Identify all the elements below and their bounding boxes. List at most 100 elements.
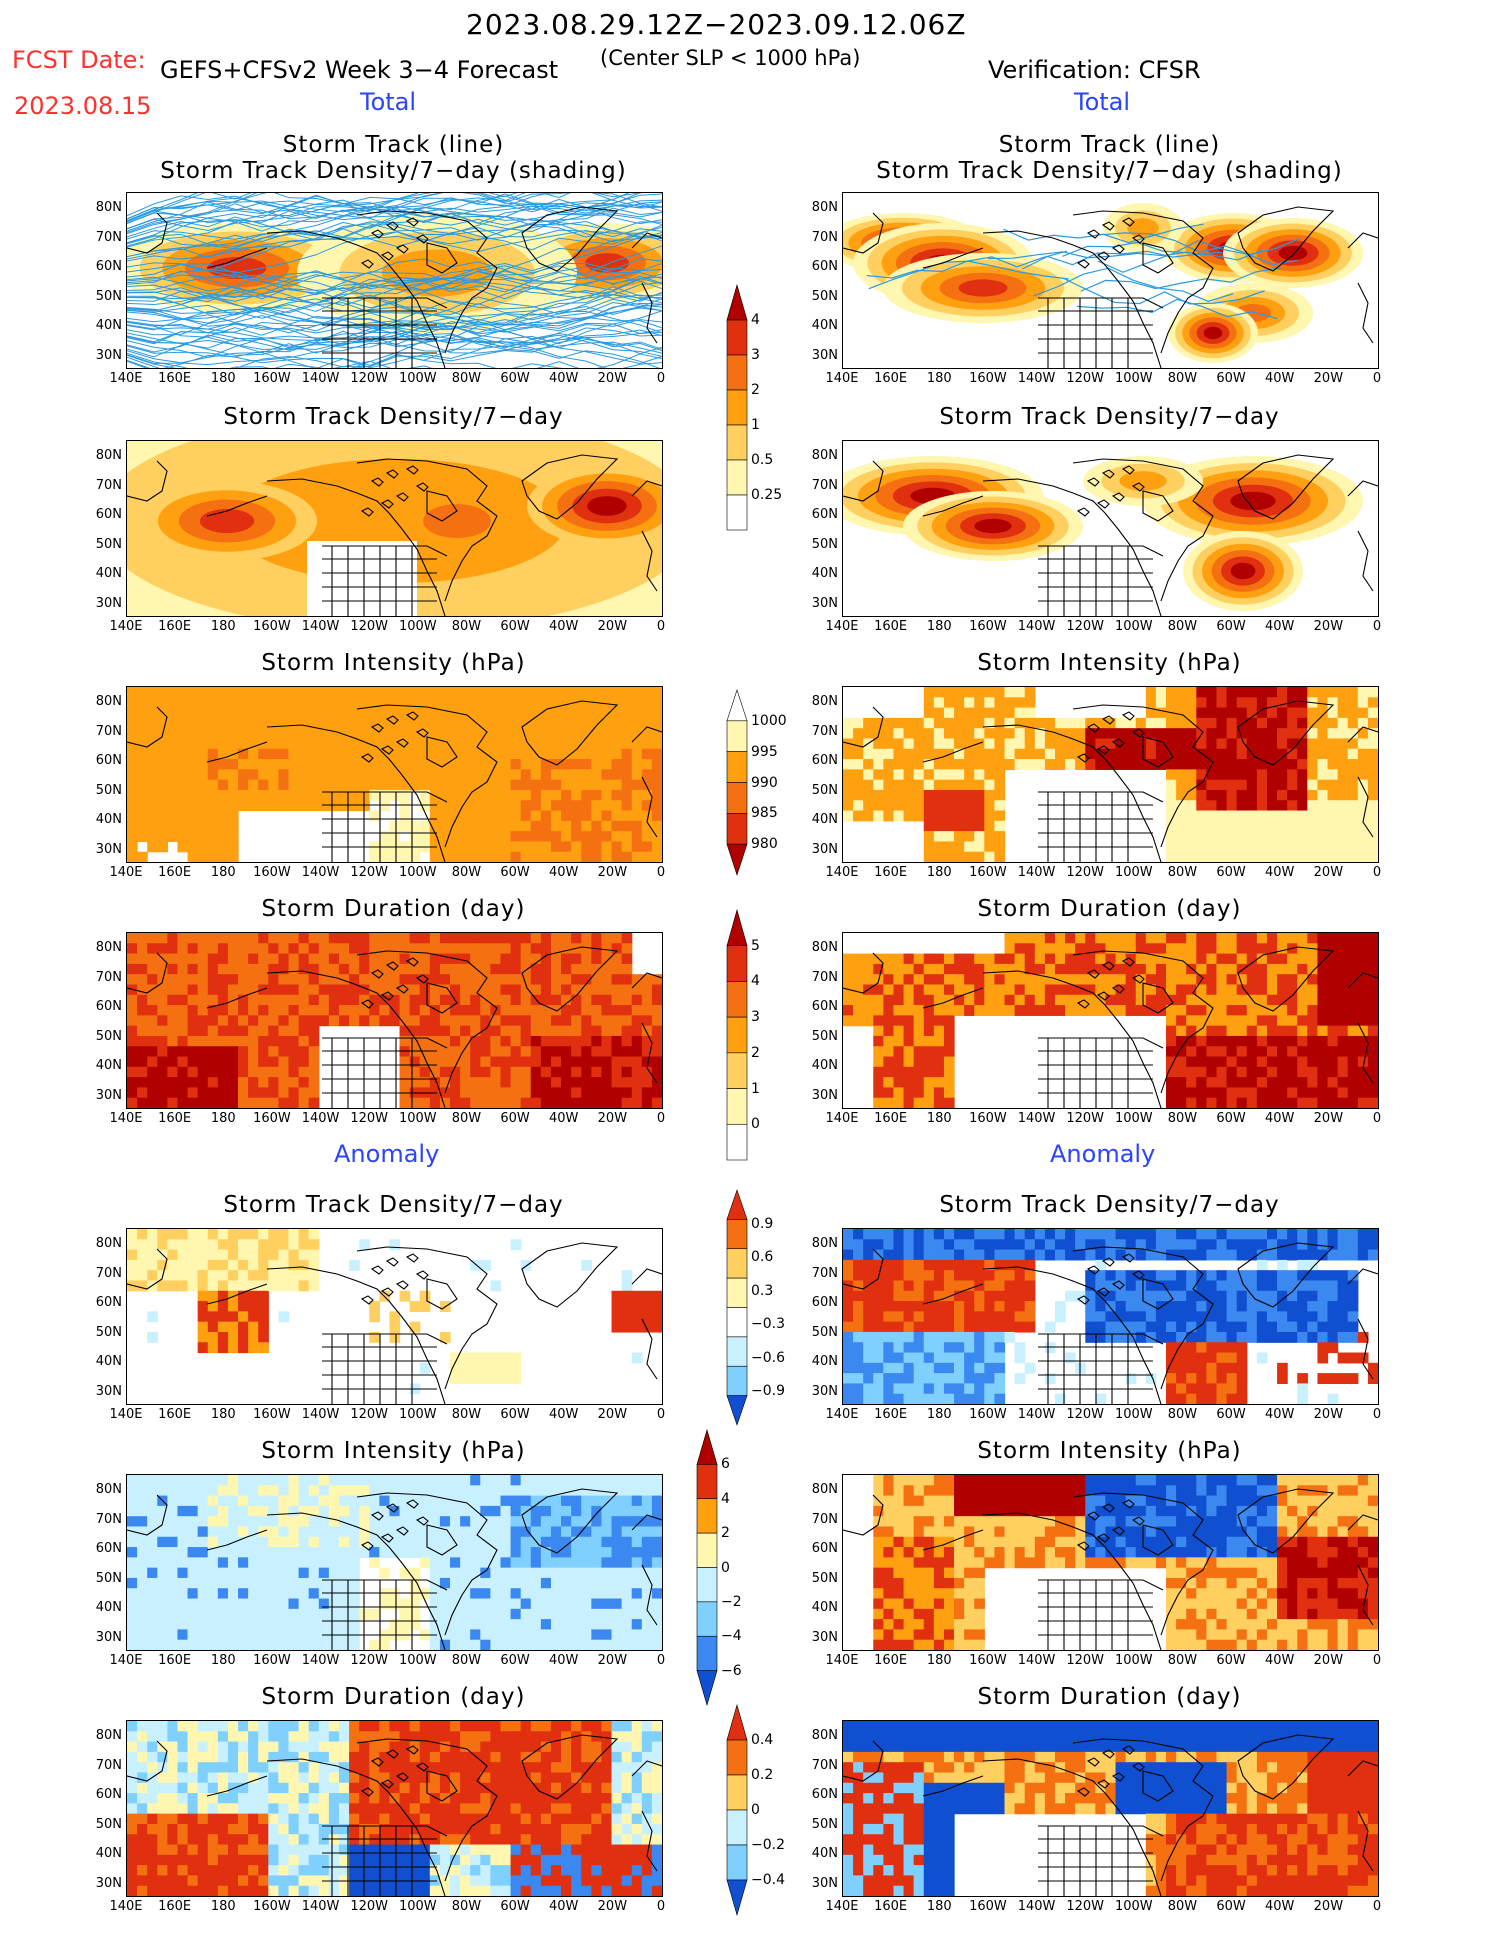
shade-cell (1236, 984, 1248, 996)
shade-cell (328, 738, 340, 750)
shade-cell (520, 1526, 532, 1538)
shade-cell (480, 1373, 491, 1385)
shade-cell (1155, 1290, 1167, 1302)
shade-cell (258, 707, 269, 719)
shade-cell (621, 728, 633, 740)
shade-cell (480, 1629, 491, 1641)
shade-cell (621, 841, 633, 853)
shade-cell (984, 759, 996, 770)
shade-cell (127, 851, 138, 862)
shade-cell (913, 1362, 925, 1374)
shade-cell (137, 943, 148, 955)
shade-cell (510, 1577, 522, 1589)
shade-cell (1337, 851, 1349, 862)
shade-cell (913, 1331, 925, 1343)
shade-cell (1014, 963, 1026, 975)
shade-cell (1004, 738, 1016, 750)
shade-cell (207, 810, 219, 822)
shade-cell (338, 1619, 350, 1631)
shade-cell (480, 759, 491, 770)
shade-cell (550, 687, 562, 698)
shade-cell (288, 1536, 300, 1548)
shade-cell (903, 1066, 915, 1078)
shade-cell (1054, 717, 1066, 729)
shade-cell (591, 994, 603, 1006)
shade-cell (520, 1056, 532, 1068)
shade-cell (1004, 984, 1016, 996)
shade-cell (308, 1557, 320, 1569)
shade-cell (490, 717, 502, 729)
shade-cell (1216, 738, 1228, 750)
shade-cell (1044, 953, 1056, 965)
shade-cell (581, 1619, 592, 1631)
shade-cell (197, 748, 209, 760)
shade-cell (500, 831, 512, 843)
shade-cell (1196, 1290, 1207, 1302)
shade-cell (248, 748, 259, 760)
shade-cell (450, 820, 461, 832)
shade-cell (964, 1352, 975, 1364)
shade-cell (238, 1475, 249, 1486)
title-duration-left: Storm Duration (day) (261, 896, 526, 922)
shade-cell (1266, 1056, 1278, 1068)
shade-cell (1277, 779, 1288, 791)
shade-cell (500, 810, 512, 822)
shade-cell (389, 820, 401, 832)
shade-cell (843, 1342, 854, 1354)
shade-cell (1317, 1005, 1329, 1016)
shade-cell (238, 789, 249, 801)
shade-cell (359, 759, 370, 770)
shade-cell (238, 1280, 249, 1292)
shade-cell (480, 1526, 491, 1538)
shade-cell (1287, 810, 1298, 822)
shade-cell (147, 1629, 158, 1641)
shade-cell (621, 1608, 633, 1620)
shade-cell (1196, 1331, 1207, 1343)
shade-cell (1196, 1239, 1207, 1251)
shade-cell (1216, 748, 1228, 760)
shade-cell (621, 1547, 633, 1558)
shade-cell (1287, 933, 1298, 944)
shade-cell (419, 963, 431, 975)
shade-cell (1166, 984, 1177, 996)
storm-track-line (127, 245, 662, 300)
shade-cell (964, 1270, 975, 1282)
shade-cell (601, 1005, 613, 1016)
shade-cell (1075, 738, 1086, 750)
shade-cell (923, 974, 935, 986)
shade-cell (1226, 1249, 1238, 1261)
shade-cell (984, 1249, 996, 1261)
shade-cell (631, 697, 643, 709)
shade-cell (1196, 1035, 1207, 1047)
shade-cell (268, 974, 280, 986)
shade-cell (883, 1259, 895, 1271)
shade-cell (651, 1485, 662, 1497)
shade-cell (359, 1516, 370, 1528)
shade-cell (1044, 1239, 1056, 1251)
shade-cell (409, 1505, 421, 1517)
shade-cell (127, 1077, 138, 1089)
shade-cell (621, 1598, 633, 1610)
shade-cell (621, 974, 633, 986)
shade-cell (1226, 974, 1238, 986)
shade-cell (460, 1588, 471, 1600)
shade-cell (288, 1577, 300, 1589)
shade-cell (500, 779, 512, 791)
shade-cell (409, 1025, 421, 1037)
shade-cell (207, 1321, 219, 1333)
shade-cell (1186, 800, 1197, 812)
shade-cell (611, 1505, 623, 1517)
shade-cell (439, 1485, 451, 1497)
shade-cell (1014, 1373, 1026, 1385)
shade-cell (581, 1495, 592, 1507)
shade-cell (1236, 820, 1248, 832)
shade-cell (197, 707, 209, 719)
shade-cell (651, 1526, 662, 1538)
shade-cell (1297, 800, 1308, 812)
shade-cell (439, 1577, 451, 1589)
shade-cell (127, 841, 138, 853)
shade-cell (258, 759, 269, 770)
shade-cell (1206, 1311, 1218, 1323)
shade-cell (248, 697, 259, 709)
shade-cell (1256, 1229, 1268, 1240)
